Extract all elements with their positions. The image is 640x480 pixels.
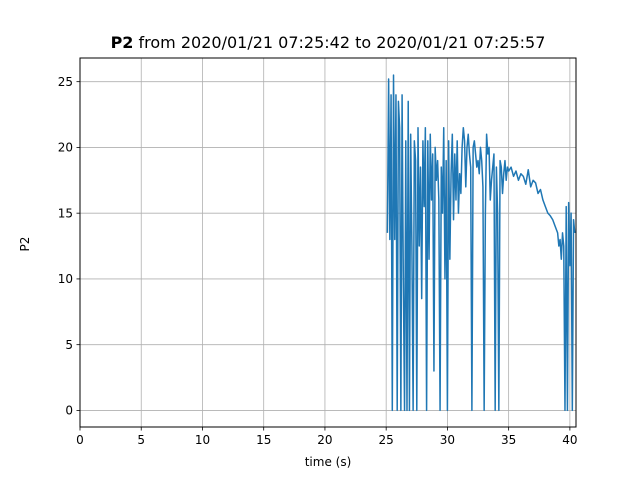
y-tick-label: 25 — [58, 75, 73, 89]
x-tick-label: 40 — [562, 433, 577, 447]
plot-area-frame — [79, 57, 577, 428]
p2-series-line — [386, 74, 576, 412]
x-tick-label: 10 — [195, 433, 210, 447]
y-tick-label: 10 — [58, 272, 73, 286]
y-tick-label: 5 — [65, 338, 73, 352]
plot-series — [386, 74, 576, 412]
chart-title-bold: P2 — [110, 33, 134, 52]
y-tick-label: 0 — [65, 404, 73, 418]
chart-title-rest: from 2020/01/21 07:25:42 to 2020/01/21 0… — [138, 33, 546, 52]
x-tick-label: 30 — [440, 433, 455, 447]
x-tick-label: 35 — [501, 433, 516, 447]
x-tick-label: 20 — [317, 433, 332, 447]
y-tick-label: 15 — [58, 206, 73, 220]
y-tick-label: 20 — [58, 141, 73, 155]
x-tick-label: 5 — [137, 433, 145, 447]
x-tick-label: 25 — [379, 433, 394, 447]
axis-ticks: 0 5 10 15 20 25 30 35 40 0 5 10 15 20 25 — [58, 75, 578, 447]
x-axis-label: time (s) — [304, 455, 352, 469]
grid-lines — [79, 58, 576, 427]
x-tick-label: 15 — [256, 433, 271, 447]
x-tick-label: 0 — [76, 433, 84, 447]
y-axis-label: P2 — [18, 236, 32, 252]
chart-title: P2 from 2020/01/21 07:25:42 to 2020/01/2… — [80, 33, 576, 52]
